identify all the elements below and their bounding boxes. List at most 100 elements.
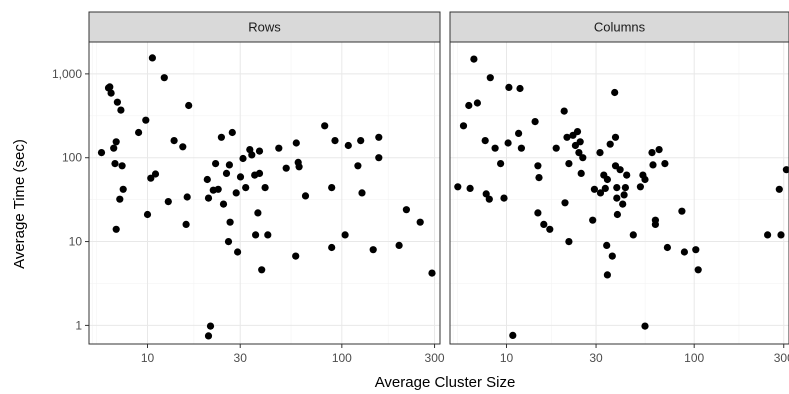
data-point (258, 266, 266, 274)
data-point (110, 144, 118, 152)
data-point (292, 139, 300, 147)
data-point (692, 246, 700, 254)
data-point (226, 218, 234, 226)
data-point (546, 225, 554, 233)
data-point (560, 107, 568, 115)
x-tick-label: 300 (425, 351, 445, 365)
data-point (248, 151, 256, 159)
data-point (234, 248, 242, 256)
data-point (255, 169, 264, 177)
data-point (616, 166, 624, 174)
facet-panel-columns: Columns 10 30 100 300 (449, 11, 789, 365)
x-tick-label: 300 (774, 351, 789, 365)
data-point (111, 160, 119, 168)
panel-grid (89, 42, 440, 344)
data-point (328, 184, 336, 192)
facet-strip-label: Rows (248, 19, 281, 34)
data-point (242, 184, 250, 192)
x-tick-label: 100 (684, 351, 704, 365)
data-point (611, 88, 619, 97)
data-point (232, 189, 240, 197)
data-point (206, 322, 215, 330)
data-point (563, 133, 571, 141)
data-point (112, 225, 120, 233)
data-point (678, 207, 686, 215)
data-point (228, 128, 236, 137)
data-point (375, 154, 383, 162)
data-point (170, 137, 178, 145)
data-point (651, 216, 660, 224)
facet-strip-label: Columns (594, 19, 646, 34)
data-point (565, 160, 573, 168)
data-point (225, 161, 233, 169)
data-point (509, 331, 517, 339)
data-point (694, 266, 702, 274)
data-point (470, 55, 478, 63)
data-point (454, 183, 462, 191)
data-point (655, 146, 663, 154)
data-point (344, 141, 352, 150)
data-point (603, 175, 612, 184)
data-point (782, 166, 789, 174)
data-point (182, 220, 190, 228)
data-point (641, 175, 649, 184)
x-axis-title: Average Cluster Size (375, 374, 516, 391)
x-tick-label: 10 (141, 351, 155, 365)
data-point (341, 231, 349, 239)
data-point (515, 129, 523, 137)
data-point (160, 74, 168, 82)
data-point (203, 175, 211, 184)
data-point (775, 185, 783, 193)
data-point (535, 174, 543, 182)
data-points (97, 54, 436, 340)
data-point (497, 160, 505, 168)
data-point (606, 140, 614, 148)
data-points (454, 55, 789, 339)
data-point (629, 231, 637, 239)
data-point (611, 133, 620, 141)
data-point (596, 149, 604, 157)
panel-background (449, 41, 789, 345)
facet-panel-rows: Rows 10 30 100 300 1 10 100 1,000 (52, 11, 445, 365)
data-point (623, 171, 631, 179)
data-point (151, 170, 160, 178)
x-tick-label: 30 (589, 351, 603, 365)
data-point (459, 122, 468, 130)
data-point (680, 248, 689, 256)
data-point (579, 154, 587, 162)
y-tick-label: 1,000 (52, 67, 82, 81)
data-point (561, 199, 569, 207)
data-point (147, 174, 155, 182)
x-tick-label: 100 (332, 351, 352, 365)
data-point (473, 99, 481, 107)
data-point (214, 185, 222, 193)
data-point (482, 190, 490, 198)
data-point (534, 162, 542, 170)
data-point (354, 162, 362, 170)
data-point (106, 83, 114, 91)
data-point (500, 194, 508, 202)
data-point (261, 184, 269, 192)
data-point (222, 169, 231, 177)
data-point (148, 54, 156, 62)
facet-strip (449, 11, 789, 43)
data-point (402, 206, 410, 214)
data-point (185, 101, 193, 110)
data-point (589, 216, 597, 224)
panel-background (88, 41, 441, 345)
data-point (224, 238, 233, 246)
data-point (603, 271, 612, 279)
data-point (661, 160, 669, 168)
data-point (596, 189, 605, 197)
data-point (620, 191, 628, 199)
data-point (777, 231, 785, 239)
data-point (552, 144, 560, 152)
data-point (239, 154, 247, 163)
data-point (465, 101, 473, 110)
data-point (292, 252, 300, 260)
data-point (142, 116, 150, 124)
data-point (118, 162, 126, 170)
data-point (236, 173, 245, 181)
data-point (117, 106, 125, 114)
